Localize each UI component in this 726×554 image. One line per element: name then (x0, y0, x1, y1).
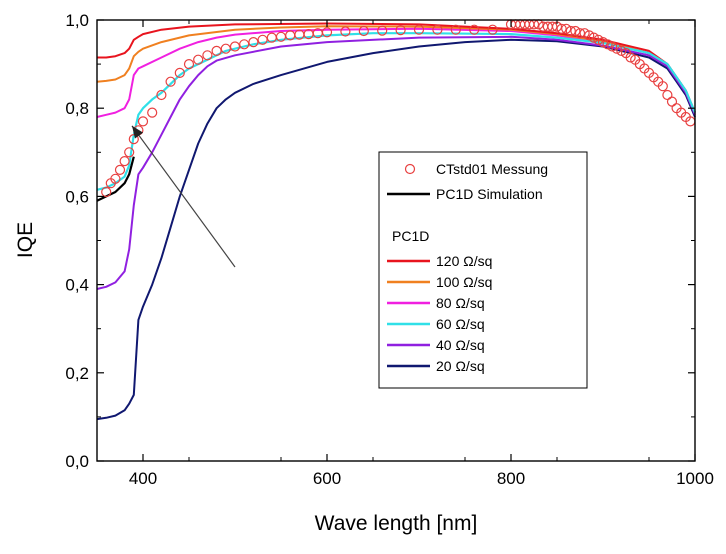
data-point-measurement (377, 25, 388, 36)
legend-group-title: PC1D (392, 228, 429, 244)
data-point-measurement (229, 41, 241, 52)
data-point-measurement (239, 39, 250, 50)
y-tick-label: 0,4 (65, 276, 89, 295)
data-point-measurement (202, 50, 213, 61)
data-point-measurement (248, 36, 259, 48)
data-point-measurement (183, 58, 195, 70)
legend-marker-measurement (404, 163, 416, 175)
data-point-measurement (124, 147, 135, 158)
data-point-measurement (137, 116, 149, 127)
data-point-measurement (128, 134, 139, 145)
data-point-measurement (556, 23, 567, 34)
data-point-measurement (607, 41, 618, 52)
data-point-measurement (101, 186, 112, 198)
y-tick-label: 0,6 (65, 187, 89, 206)
data-point-measurement (156, 89, 167, 101)
legend-label-80-ohm-sq: 80 Ω/sq (436, 295, 485, 311)
x-tick-label: 1000 (676, 469, 714, 488)
x-tick-label: 600 (313, 469, 341, 488)
legend-label-20-ohm-sq: 20 Ω/sq (436, 358, 485, 374)
data-point-measurement (597, 36, 609, 48)
legend-label-120-ohm-sq: 120 Ω/sq (436, 253, 492, 269)
tick-label-layer: 400 600 800 1000 0,0 0,2 0,4 0,6 0,8 1,0 (65, 11, 714, 488)
legend-label-100-ohm-sq: 100 Ω/sq (436, 274, 492, 290)
y-tick-label: 0,2 (65, 364, 89, 383)
data-point-measurement (625, 52, 636, 63)
data-point-measurement (588, 32, 599, 43)
data-point-measurement (565, 25, 576, 37)
y-tick-label: 0,8 (65, 99, 89, 118)
data-point-measurement (211, 45, 222, 57)
data-point-measurement (487, 24, 498, 35)
data-point-measurement (395, 25, 406, 36)
data-point-measurement (110, 173, 121, 184)
data-point-measurement (584, 30, 595, 41)
data-point-measurement (616, 45, 627, 57)
data-point-measurement (193, 54, 204, 65)
data-point-measurement (114, 164, 126, 175)
x-tick-label: 400 (129, 469, 157, 488)
arrow-annotation-line (131, 125, 236, 268)
legend-label-simulation: PC1D Simulation (436, 186, 543, 202)
series-layer (96, 19, 697, 421)
x-axis-title: Wave length [nm] (315, 512, 478, 535)
data-point-measurement (358, 25, 369, 37)
arrow-annotation-head (132, 125, 144, 139)
tick-layer (96, 19, 696, 462)
x-tick-label: 800 (497, 469, 525, 488)
legend-entries: 120 Ω/sq 100 Ω/sq 80 Ω/sq 60 Ω/sq 40 Ω/sq 20 … (387, 253, 492, 374)
data-point-measurement (147, 107, 158, 118)
y-tick-label: 0,0 (65, 452, 89, 471)
data-point-measurement (579, 28, 590, 39)
series-line-pc1d-simulation (96, 156, 135, 202)
data-point-measurement (432, 24, 443, 35)
data-point-measurement (174, 67, 185, 79)
data-point-measurement (611, 43, 622, 54)
data-point-measurement (257, 34, 268, 45)
legend-label-measurement: CTstd01 Messung (436, 161, 548, 177)
data-point-measurement (450, 24, 461, 35)
data-point-measurement (561, 23, 572, 34)
data-point-measurement (570, 25, 581, 37)
data-point-measurement (413, 24, 425, 35)
y-tick-label: 1,0 (65, 11, 89, 30)
data-point-measurement (547, 21, 558, 32)
legend-label-40-ohm-sq: 40 Ω/sq (436, 337, 485, 353)
data-point-measurement (469, 24, 480, 35)
data-point-measurement (165, 76, 176, 87)
data-point-measurement (220, 43, 231, 54)
data-point-measurement (119, 156, 130, 167)
data-point-measurement (574, 28, 586, 39)
data-point-measurement (657, 81, 668, 92)
data-point-measurement (321, 27, 333, 38)
legend-box (378, 151, 588, 389)
data-point-measurement (340, 26, 351, 37)
legend-label-60-ohm-sq: 60 Ω/sq (436, 316, 485, 332)
annotation-layer (131, 125, 236, 268)
data-point-measurement (602, 39, 613, 50)
y-axis-title: IQE (14, 222, 37, 258)
legend: CTstd01 Messung PC1D Simulation PC1D 120… (378, 151, 588, 389)
